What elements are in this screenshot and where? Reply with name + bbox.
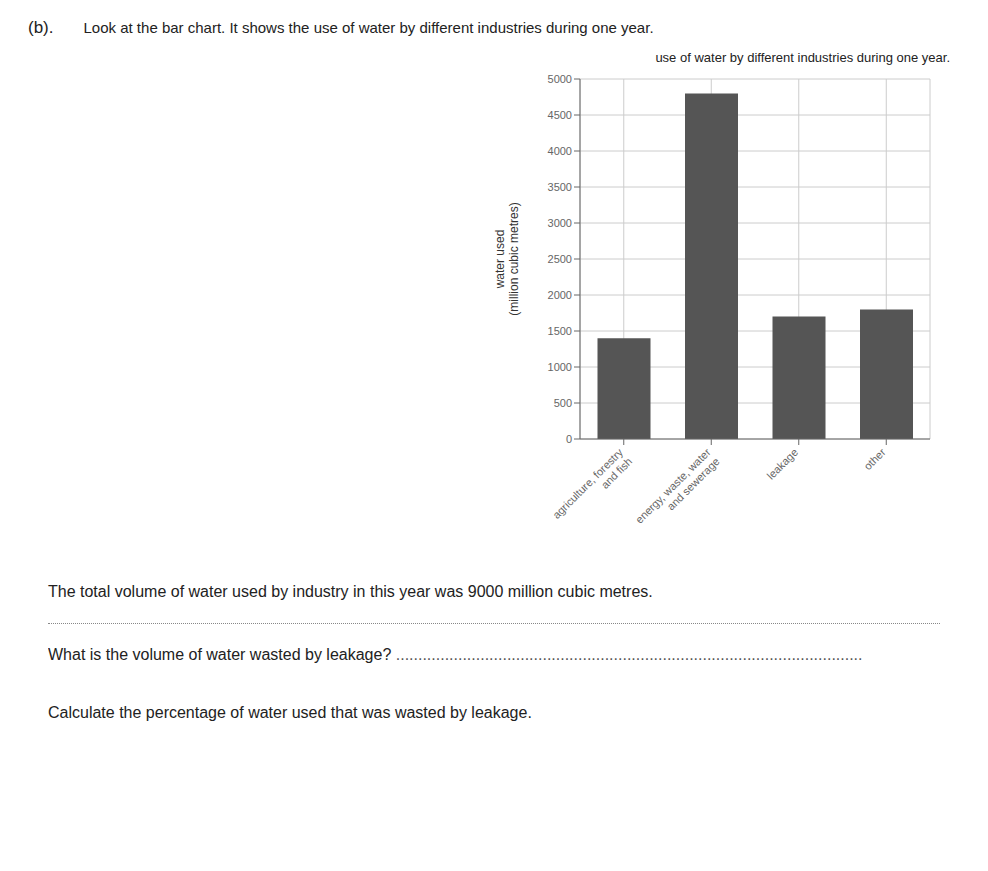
svg-text:energy, waste, waterand sewera: energy, waste, waterand sewerage [633, 446, 722, 535]
svg-text:1000: 1000 [548, 361, 572, 373]
html-text:(b).: (b). [28, 18, 54, 37]
svg-text:0: 0 [566, 433, 572, 445]
svg-text:2500: 2500 [548, 253, 572, 265]
svg-text:leakage: leakage [764, 446, 800, 482]
html-text:What is the volume of water wa: What is the volume of water wasted by le… [48, 646, 863, 663]
html-text:Look at the bar chart. It show: Look at the bar chart. It shows the use … [83, 19, 654, 36]
svg-text:4000: 4000 [548, 145, 572, 157]
svg-text:water used(million cubic metre: water used(million cubic metres) [493, 202, 521, 315]
svg-text:other: other [861, 446, 887, 472]
html-text:Calculate the percentage of wa: Calculate the percentage of water used t… [48, 704, 532, 721]
svg-text:500: 500 [554, 397, 572, 409]
html-text:The total volume of water used: The total volume of water used by indust… [48, 583, 653, 600]
svg-text:4500: 4500 [548, 109, 572, 121]
svg-text:3500: 3500 [548, 181, 572, 193]
svg-text:1500: 1500 [548, 325, 572, 337]
svg-text:5000: 5000 [548, 73, 572, 85]
svg-text:2000: 2000 [548, 289, 572, 301]
svg-text:3000: 3000 [548, 217, 572, 229]
svg-text:agriculture, forestryand fish: agriculture, forestryand fish [550, 446, 635, 531]
html-text:use of water by different indu: use of water by different industries dur… [655, 50, 950, 65]
